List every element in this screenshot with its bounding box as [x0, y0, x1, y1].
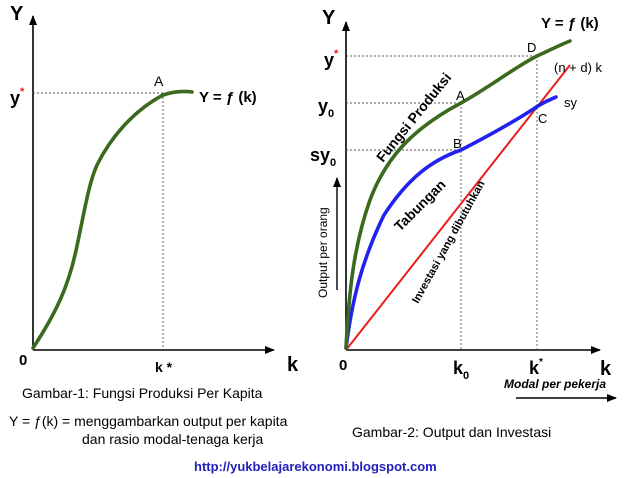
figure-1: Y k 0 y* A Y = ƒ (k) k *: [10, 3, 299, 376]
fig1-y-axis-label: Y: [10, 3, 24, 25]
fig2-saving-curve: [344, 95, 558, 350]
fig2-fungsi-label: Fungsi Produksi: [373, 70, 454, 165]
fig2-caption: Gambar-2: Output dan Investasi: [352, 424, 552, 440]
fig2-y-axis-title: Output per orang: [316, 207, 330, 298]
fig1-point-a-label: A: [154, 73, 164, 89]
fig2-point-b-label: B: [453, 136, 462, 151]
fig2-ystar-asterisk: *: [334, 48, 339, 60]
fig2-sy0-label: sy0: [310, 145, 336, 169]
fig2-investment-line: [345, 64, 571, 351]
fig2-x-axis-title: Modal per pekerja: [504, 377, 606, 391]
fig2-kstar-asterisk: *: [539, 357, 543, 368]
fig2-nd-label: (n + d) k: [554, 60, 603, 75]
fig2-production-curve: [344, 39, 572, 350]
fig2-y0-label: y0: [318, 96, 334, 120]
fig2-y-axis-label: Y: [322, 7, 336, 29]
fig1-caption: Gambar-1: Fungsi Produksi Per Kapita: [22, 385, 263, 401]
source-url[interactable]: http://yukbelajarekonomi.blogspot.com: [194, 459, 437, 474]
fig2-k0-label: k0: [453, 358, 469, 382]
fig2-sy-label: sy: [564, 95, 578, 110]
fig1-production-curve: [31, 89, 194, 350]
fig2-tabungan-label: Tabungan: [391, 176, 449, 234]
fig2-point-d-label: D: [527, 40, 536, 55]
fig2-curve-label: Y = ƒ (k): [541, 15, 599, 32]
fig1-ystar-label: y*: [10, 86, 25, 108]
fig2-origin-label: 0: [339, 357, 347, 374]
fig2-point-a-label: A: [456, 88, 465, 103]
fig2-point-c-label: C: [538, 111, 547, 126]
equation-line-2: dan rasio modal-tenaga kerja: [82, 431, 264, 447]
fig2-ystar-label: y*: [324, 48, 339, 70]
fig1-x-axis-label: k: [287, 354, 299, 376]
fig1-kstar-label: k *: [155, 359, 173, 375]
figure-2: Output per orang Modal per pekerja Y k 0…: [310, 7, 617, 402]
fig1-origin-label: 0: [19, 352, 27, 369]
fig1-ystar-asterisk: *: [20, 86, 25, 98]
fig2-x-axis-label: k: [600, 358, 612, 380]
fig2-kstar-label: k*: [529, 357, 543, 378]
equation-line-1: Y = ƒ(k) = menggambarkan output per kapi…: [9, 413, 288, 429]
fig1-curve-label: Y = ƒ (k): [199, 89, 257, 106]
